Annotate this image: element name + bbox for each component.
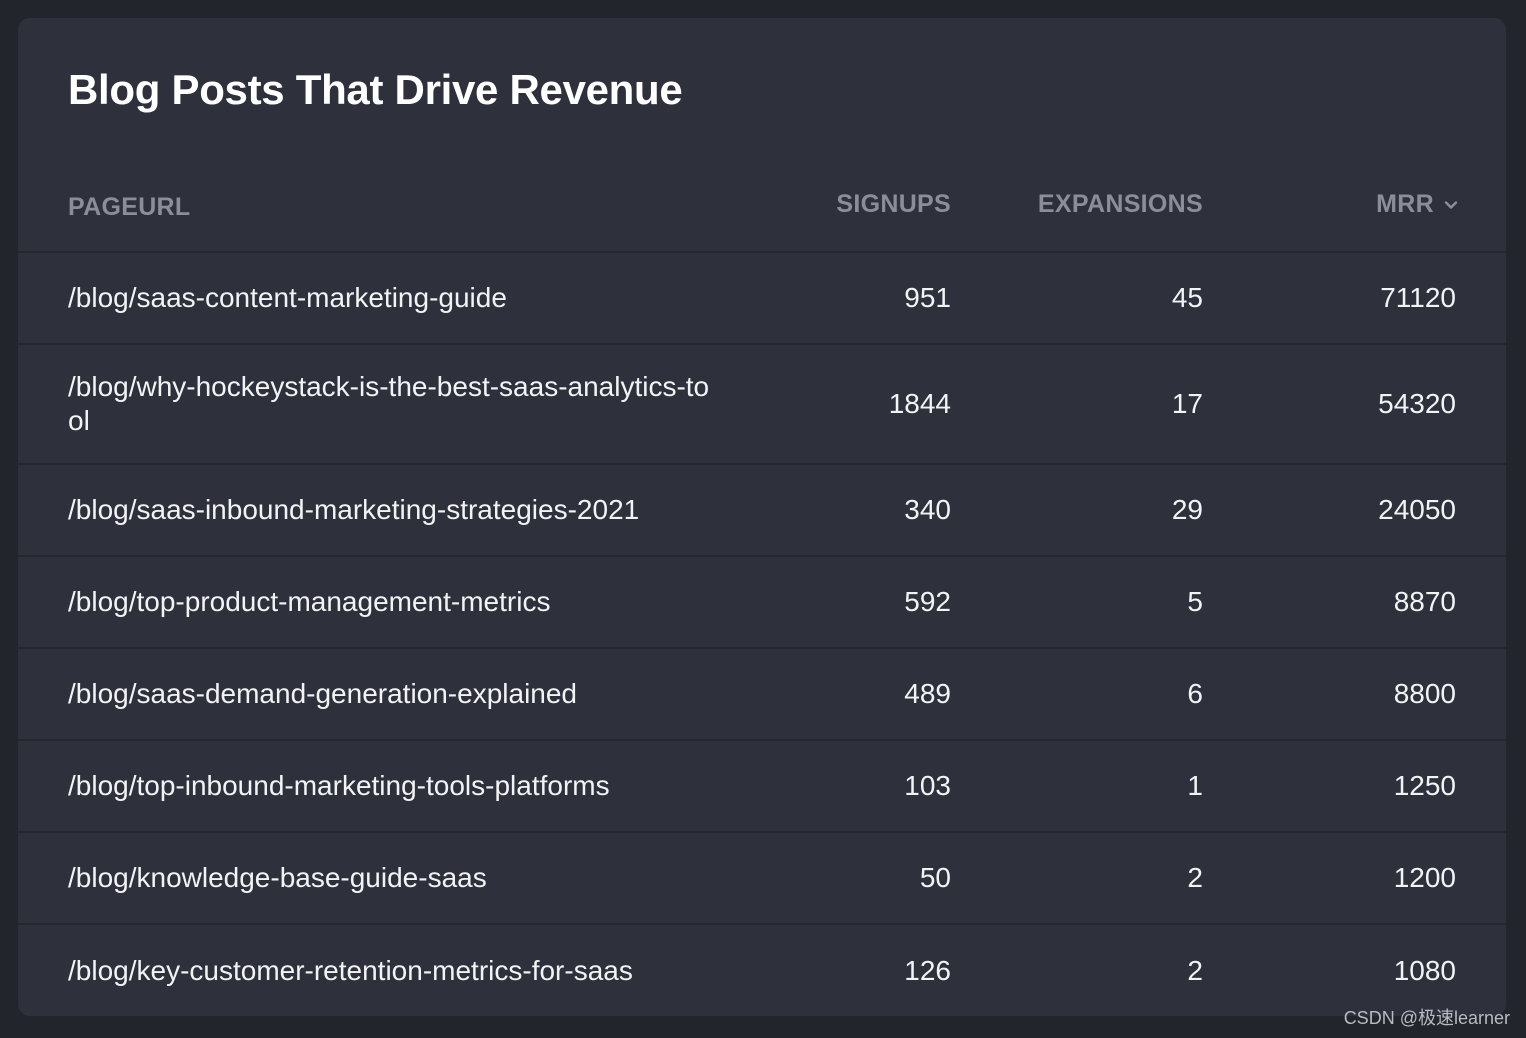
table-row[interactable]: /blog/top-product-management-metrics 592…	[18, 557, 1506, 649]
cell-expansions: 45	[1171, 282, 1203, 313]
table-header: PAGEURL SIGNUPS EXPANSIONS MRR	[18, 178, 1506, 253]
table-row[interactable]: /blog/top-inbound-marketing-tools-platfo…	[18, 741, 1506, 833]
cell-expansions: 29	[1171, 494, 1203, 525]
column-header-signups[interactable]: SIGNUPS	[836, 190, 951, 218]
cell-pageurl: /blog/saas-content-marketing-guide	[68, 282, 507, 313]
column-header-mrr[interactable]: MRR	[1376, 190, 1458, 219]
cell-mrr: 8870	[1393, 586, 1456, 617]
cell-mrr: 1200	[1393, 862, 1456, 893]
column-header-pageurl[interactable]: PAGEURL	[68, 193, 191, 221]
cell-signups: 126	[904, 955, 951, 986]
cell-signups: 50	[919, 862, 951, 893]
table-row[interactable]: /blog/knowledge-base-guide-saas 50 2 120…	[18, 833, 1506, 925]
table-row[interactable]: /blog/key-customer-retention-metrics-for…	[18, 925, 1506, 1016]
cell-expansions: 1	[1187, 770, 1203, 801]
cell-signups: 340	[904, 494, 951, 525]
cell-signups: 103	[904, 770, 951, 801]
cell-signups: 489	[904, 678, 951, 709]
cell-pageurl: /blog/saas-demand-generation-explained	[68, 678, 578, 709]
cell-signups: 1844	[888, 388, 951, 419]
cell-pageurl: /blog/top-inbound-marketing-tools-platfo…	[68, 770, 610, 801]
cell-expansions: 17	[1171, 388, 1203, 419]
cell-mrr: 54320	[1378, 388, 1456, 419]
cell-signups: 592	[904, 586, 951, 617]
cell-expansions: 2	[1187, 862, 1203, 893]
cell-pageurl: /blog/knowledge-base-guide-saas	[68, 862, 487, 893]
watermark: CSDN @极速learner	[1343, 1008, 1510, 1028]
column-header-mrr-label: MRR	[1376, 190, 1434, 218]
cell-mrr: 1250	[1393, 770, 1456, 801]
table-row[interactable]: /blog/saas-inbound-marketing-strategies-…	[18, 465, 1506, 557]
card-title: Blog Posts That Drive Revenue	[68, 66, 683, 113]
data-table: PAGEURL SIGNUPS EXPANSIONS MRR /blog/saa…	[18, 178, 1506, 1016]
report-card: Blog Posts That Drive Revenue PAGEURL SI…	[18, 18, 1506, 1016]
cell-mrr: 1080	[1393, 955, 1456, 986]
cell-signups: 951	[904, 282, 951, 313]
cell-expansions: 5	[1187, 586, 1203, 617]
cell-mrr: 24050	[1378, 494, 1456, 525]
cell-expansions: 6	[1187, 678, 1203, 709]
cell-expansions: 2	[1187, 955, 1203, 986]
cell-mrr: 8800	[1393, 678, 1456, 709]
cell-pageurl: /blog/key-customer-retention-metrics-for…	[68, 955, 633, 986]
table-row[interactable]: /blog/why-hockeystack-is-the-best-saas-a…	[18, 345, 1506, 465]
cell-pageurl: /blog/why-hockeystack-is-the-best-saas-a…	[68, 371, 710, 436]
table-row[interactable]: /blog/saas-demand-generation-explained 4…	[18, 649, 1506, 741]
cell-mrr: 71120	[1380, 282, 1456, 313]
table-row[interactable]: /blog/saas-content-marketing-guide 951 4…	[18, 253, 1506, 345]
cell-pageurl: /blog/saas-inbound-marketing-strategies-…	[68, 494, 640, 525]
chevron-down-icon[interactable]	[1444, 198, 1458, 212]
column-header-expansions[interactable]: EXPANSIONS	[1037, 190, 1203, 218]
cell-pageurl: /blog/top-product-management-metrics	[68, 586, 551, 617]
